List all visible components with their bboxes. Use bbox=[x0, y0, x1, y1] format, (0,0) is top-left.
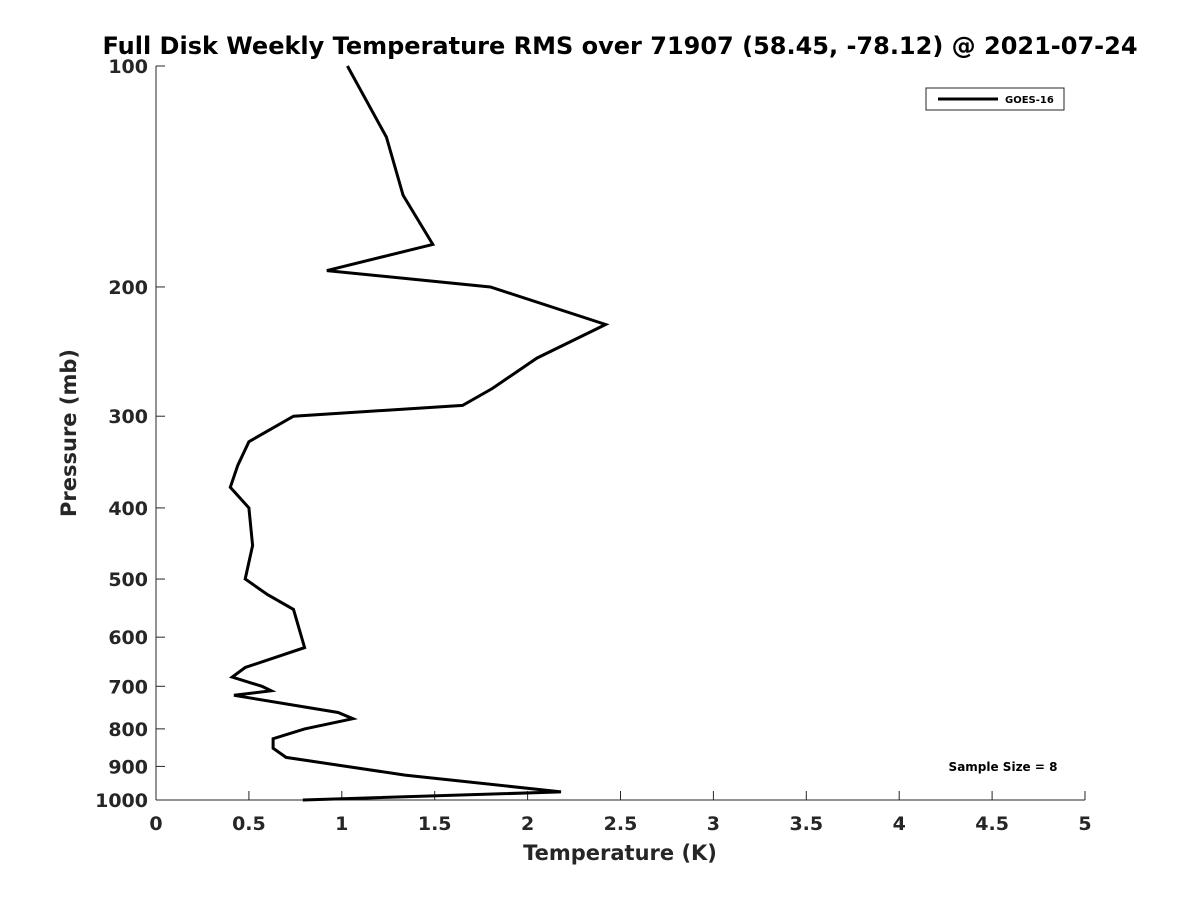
x-tick-label: 4.5 bbox=[975, 813, 1009, 835]
y-tick-label: 800 bbox=[108, 719, 148, 741]
y-tick-label: 300 bbox=[108, 406, 148, 428]
legend: GOES-16 bbox=[925, 87, 1065, 111]
x-ticks: 0 0.5 1 1.5 2 2.5 3 3.5 4 4.5 5 bbox=[149, 791, 1092, 835]
y-axis-label: Pressure (mb) bbox=[57, 349, 81, 517]
x-tick-label: 3.5 bbox=[789, 813, 823, 835]
y-tick-label: 900 bbox=[108, 756, 148, 778]
y-tick-label: 1000 bbox=[95, 790, 148, 812]
x-tick-label: 5 bbox=[1078, 813, 1091, 835]
sample-size-annotation: Sample Size = 8 bbox=[949, 760, 1058, 774]
x-tick-label: 2 bbox=[521, 813, 534, 835]
series-line-goes-16 bbox=[228, 65, 610, 802]
chart-title: Full Disk Weekly Temperature RMS over 71… bbox=[102, 32, 1137, 60]
x-tick-label: 1.5 bbox=[418, 813, 452, 835]
y-tick-label: 500 bbox=[108, 569, 148, 591]
x-tick-label: 2.5 bbox=[604, 813, 638, 835]
y-tick-label: 200 bbox=[108, 277, 148, 299]
plot-area bbox=[156, 66, 1085, 800]
x-tick-label: 0 bbox=[149, 813, 162, 835]
x-tick-label: 4 bbox=[893, 813, 906, 835]
x-tick-label: 3 bbox=[707, 813, 720, 835]
legend-label-goes-16: GOES-16 bbox=[1005, 95, 1054, 106]
y-tick-label: 400 bbox=[108, 498, 148, 520]
y-ticks: 100 200 300 400 500 600 700 800 900 1000 bbox=[95, 56, 165, 812]
x-tick-label: 1 bbox=[335, 813, 348, 835]
x-axis-label: Temperature (K) bbox=[523, 841, 717, 865]
y-tick-label: 700 bbox=[108, 676, 148, 698]
y-tick-label: 600 bbox=[108, 627, 148, 649]
y-tick-label: 100 bbox=[108, 56, 148, 78]
series-layer bbox=[228, 65, 610, 802]
x-tick-label: 0.5 bbox=[232, 813, 266, 835]
